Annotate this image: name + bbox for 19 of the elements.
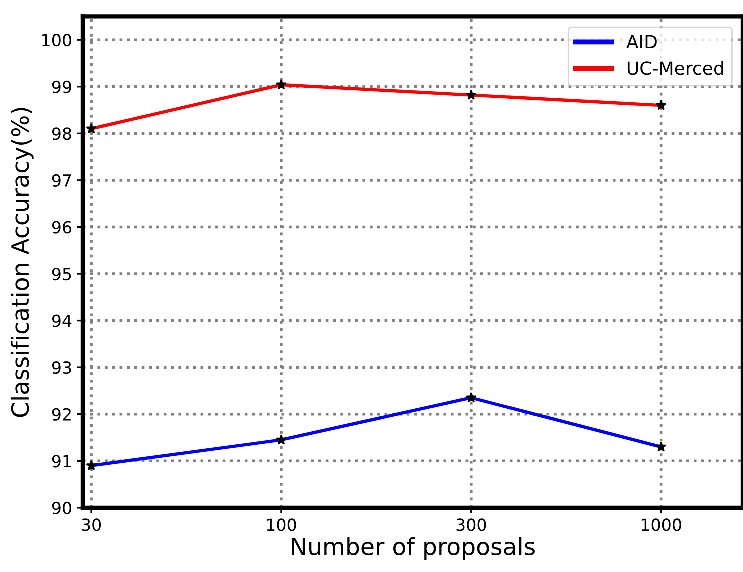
x-tick-label: 30	[82, 518, 102, 532]
y-tick-label: 97	[52, 174, 72, 188]
y-tick-label: 98	[52, 128, 72, 140]
y-tick-label: 95	[52, 268, 72, 281]
x-tick-label: 100	[267, 518, 296, 532]
x-axis-title: Number of proposals	[292, 537, 535, 560]
legend-label: AID	[626, 35, 657, 48]
y-tick-label: 94	[52, 314, 72, 328]
y-tick-label: 90	[52, 502, 72, 515]
y-axis-title: Classification Accuracy(%)	[10, 108, 34, 418]
y-tick-label: 100	[42, 34, 72, 47]
y-tick-label: 96	[52, 221, 72, 234]
y-tick-label: 92	[52, 408, 71, 421]
legend-label: UC-Merced	[628, 61, 724, 76]
y-tick-label: 93	[52, 362, 72, 374]
x-tick-label: 1000	[642, 518, 682, 532]
y-tick-label: 99	[52, 80, 72, 94]
y-tick-label: 91	[52, 455, 72, 468]
x-tick-label: 300	[456, 518, 486, 532]
